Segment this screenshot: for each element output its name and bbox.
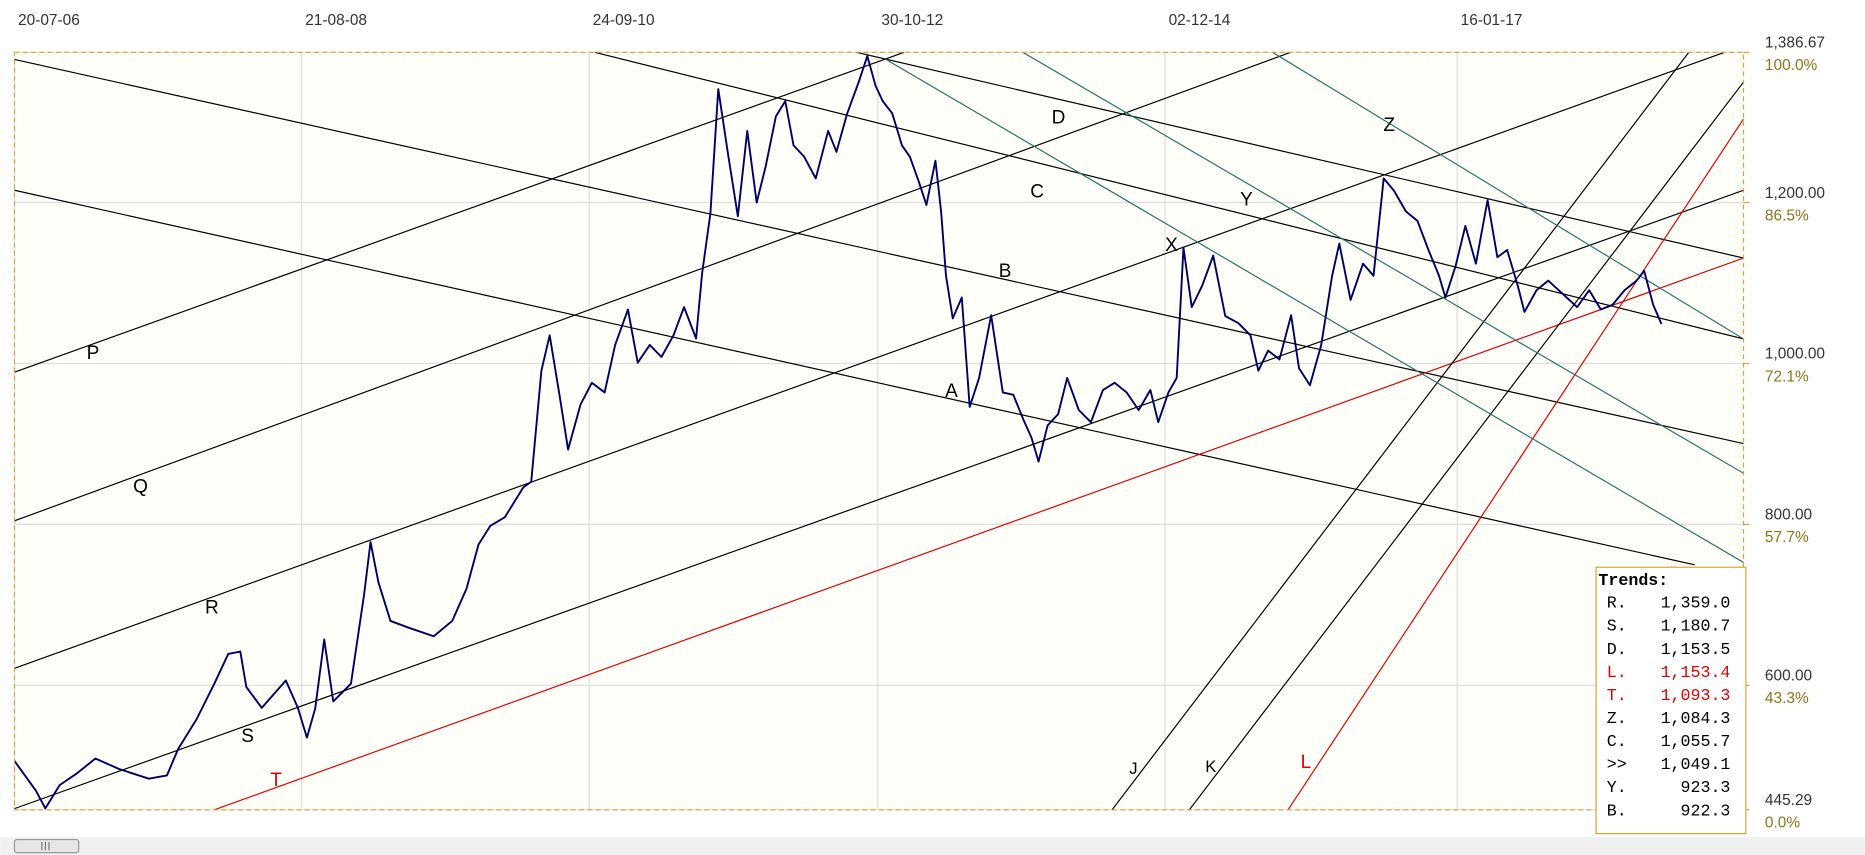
y-tick-percent: 72.1% bbox=[1765, 368, 1809, 385]
legend-name: L. bbox=[1607, 663, 1627, 682]
y-tick-percent: 0.0% bbox=[1765, 815, 1800, 832]
legend-name: D. bbox=[1607, 640, 1627, 659]
legend-name: S. bbox=[1607, 617, 1627, 636]
legend-title: Trends: bbox=[1598, 571, 1668, 590]
legend-value: 1,093.3 bbox=[1661, 686, 1731, 705]
legend-value: 1,180.7 bbox=[1661, 617, 1731, 636]
x-tick-label: 21-08-08 bbox=[305, 12, 367, 29]
legend: Trends: R. 1,359.0 S. 1,180.7 D. 1,153.5 L. 1,15… bbox=[1595, 566, 1747, 835]
x-tick-label: 20-07-06 bbox=[18, 12, 80, 29]
trend-line bbox=[14, 189, 1744, 810]
trend-line bbox=[14, 52, 905, 373]
scrollbar-track[interactable] bbox=[0, 837, 1865, 855]
legend-value: 1,153.5 bbox=[1661, 640, 1731, 659]
trend-label: J bbox=[1129, 759, 1137, 778]
legend-name: R. bbox=[1607, 594, 1627, 613]
trend-line bbox=[14, 52, 1291, 522]
trend-label: C bbox=[1030, 181, 1044, 202]
trend-line bbox=[1272, 52, 1744, 340]
x-tick-label: 30-10-12 bbox=[881, 12, 943, 29]
plot-background bbox=[14, 52, 1744, 810]
y-tick-percent: 100.0% bbox=[1765, 57, 1818, 74]
trend-line bbox=[856, 52, 1744, 259]
legend-box bbox=[1595, 566, 1747, 835]
labels: 1,386.67 100.0% 1,200.00 86.5% 1,000.00 72.1%… bbox=[18, 12, 1825, 832]
trend-label: L bbox=[1301, 752, 1312, 773]
trend-line bbox=[1022, 52, 1744, 474]
trend-lines bbox=[14, 52, 1744, 810]
trend-label: S bbox=[241, 726, 254, 747]
trend-label: B bbox=[999, 261, 1012, 282]
legend-value: 1,049.1 bbox=[1661, 755, 1731, 774]
trend-label: D bbox=[1052, 108, 1066, 129]
trend-label: K bbox=[1205, 757, 1216, 776]
x-tick-label: 24-09-10 bbox=[593, 12, 655, 29]
trend-label: T bbox=[270, 770, 282, 791]
trend-label: Q bbox=[133, 476, 148, 497]
legend-value: 922.3 bbox=[1681, 801, 1731, 820]
trend-label: X bbox=[1165, 235, 1178, 256]
plot-frame bbox=[13, 51, 1745, 811]
price-line bbox=[14, 55, 1663, 810]
trend-line bbox=[594, 52, 1744, 340]
trend-line bbox=[14, 189, 1695, 566]
x-tick-label: 16-01-17 bbox=[1461, 12, 1523, 29]
y-tick-percent: 43.3% bbox=[1765, 690, 1809, 707]
legend-value: 1,153.4 bbox=[1661, 663, 1731, 682]
trend-line bbox=[14, 52, 1725, 669]
trend-label: R bbox=[205, 598, 219, 619]
legend-value: 1,055.7 bbox=[1661, 732, 1731, 751]
trend-line bbox=[885, 58, 1744, 563]
trend-label: Y bbox=[1240, 190, 1253, 211]
x-tick-label: 02-12-14 bbox=[1169, 12, 1231, 29]
legend-name: >> bbox=[1607, 755, 1627, 774]
legend-value: 923.3 bbox=[1681, 778, 1731, 797]
trend-line bbox=[1287, 118, 1744, 810]
y-tick-label: 1,200.00 bbox=[1765, 185, 1825, 202]
y-tick-label: 800.00 bbox=[1765, 507, 1812, 524]
price-layer bbox=[14, 55, 1663, 810]
legend-name: B. bbox=[1607, 801, 1627, 820]
scrollbar[interactable] bbox=[0, 837, 1865, 855]
trend-label: A bbox=[945, 381, 958, 402]
legend-name: C. bbox=[1607, 732, 1627, 751]
trend-label: P bbox=[87, 343, 100, 364]
y-tick-label: 1,386.67 bbox=[1765, 35, 1825, 52]
trend-line bbox=[1111, 52, 1690, 810]
legend-name: Z. bbox=[1607, 709, 1627, 728]
trend-label: Z bbox=[1383, 115, 1395, 136]
trend-line bbox=[14, 58, 1744, 445]
legend-value: 1,359.0 bbox=[1661, 594, 1731, 613]
trend-line bbox=[1188, 81, 1744, 810]
legend-name: T. bbox=[1607, 686, 1627, 705]
y-tick-percent: 57.7% bbox=[1765, 529, 1809, 546]
scrollbar-thumb[interactable] bbox=[13, 838, 80, 854]
legend-name: Y. bbox=[1607, 778, 1627, 797]
y-tick-percent: 86.5% bbox=[1765, 207, 1809, 224]
y-tick-label: 600.00 bbox=[1765, 668, 1812, 685]
y-tick-label: 445.29 bbox=[1765, 792, 1812, 809]
legend-value: 1,084.3 bbox=[1661, 709, 1731, 728]
trend-line bbox=[214, 257, 1744, 810]
y-tick-label: 1,000.00 bbox=[1765, 346, 1825, 363]
